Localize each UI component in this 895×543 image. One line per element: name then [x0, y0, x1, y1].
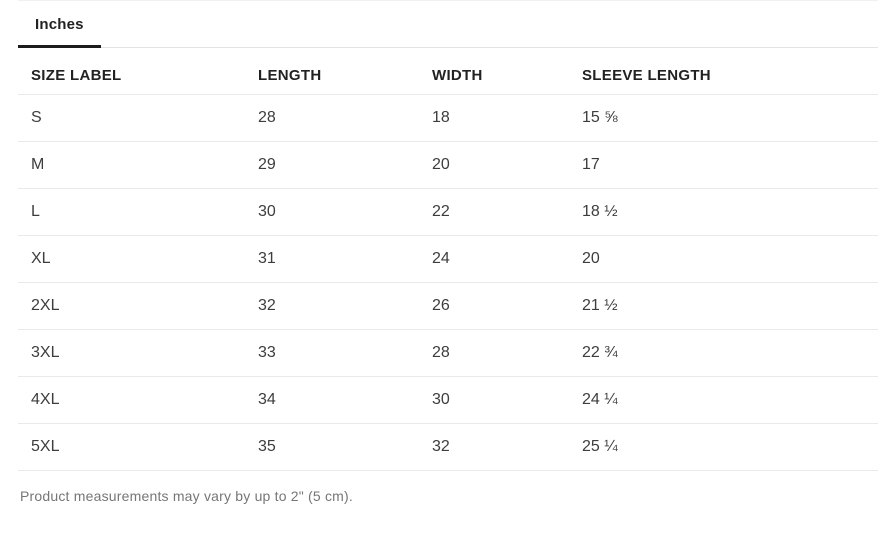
sleeve-length-cell: 18 ½ [569, 188, 878, 236]
table-row: 5XL 35 32 25 ¼ [18, 423, 878, 471]
table-row: L 30 22 18 ½ [18, 188, 878, 236]
size-label-cell: M [18, 141, 245, 189]
size-table-header: SIZE LABEL LENGTH WIDTH SLEEVE LENGTH [18, 48, 878, 95]
size-label-cell: L [18, 188, 245, 236]
length-cell: 28 [245, 94, 419, 142]
length-cell: 32 [245, 282, 419, 330]
sleeve-length-cell: 24 ¼ [569, 376, 878, 424]
size-table-body: S 28 18 15 ⅝ M 29 20 17 L 30 22 18 ½ XL … [18, 94, 878, 471]
size-table: SIZE LABEL LENGTH WIDTH SLEEVE LENGTH S … [18, 48, 878, 471]
sleeve-length-cell: 21 ½ [569, 282, 878, 330]
size-label-cell: 3XL [18, 329, 245, 377]
tab-inches[interactable]: Inches [18, 1, 101, 48]
column-header-size-label: SIZE LABEL [18, 48, 245, 95]
width-cell: 22 [419, 188, 569, 236]
column-header-width: WIDTH [419, 48, 569, 95]
width-cell: 30 [419, 376, 569, 424]
size-label-cell: XL [18, 235, 245, 283]
width-cell: 18 [419, 94, 569, 142]
sleeve-length-cell: 20 [569, 235, 878, 283]
width-cell: 20 [419, 141, 569, 189]
header-row: SIZE LABEL LENGTH WIDTH SLEEVE LENGTH [18, 48, 878, 95]
column-header-length: LENGTH [245, 48, 419, 95]
table-row: XL 31 24 20 [18, 235, 878, 283]
size-label-cell: S [18, 94, 245, 142]
table-row: M 29 20 17 [18, 141, 878, 189]
table-row: 3XL 33 28 22 ¾ [18, 329, 878, 377]
width-cell: 24 [419, 235, 569, 283]
length-cell: 29 [245, 141, 419, 189]
length-cell: 31 [245, 235, 419, 283]
sleeve-length-cell: 15 ⅝ [569, 94, 878, 142]
length-cell: 35 [245, 423, 419, 471]
table-row: 2XL 32 26 21 ½ [18, 282, 878, 330]
size-label-cell: 4XL [18, 376, 245, 424]
sleeve-length-cell: 17 [569, 141, 878, 189]
width-cell: 26 [419, 282, 569, 330]
length-cell: 30 [245, 188, 419, 236]
table-row: S 28 18 15 ⅝ [18, 94, 878, 142]
length-cell: 34 [245, 376, 419, 424]
tab-bar: Inches [18, 0, 878, 48]
measurement-disclaimer: Product measurements may vary by up to 2… [20, 487, 353, 504]
width-cell: 32 [419, 423, 569, 471]
width-cell: 28 [419, 329, 569, 377]
size-label-cell: 5XL [18, 423, 245, 471]
table-row: 4XL 34 30 24 ¼ [18, 376, 878, 424]
sleeve-length-cell: 25 ¼ [569, 423, 878, 471]
sleeve-length-cell: 22 ¾ [569, 329, 878, 377]
tab-inches-label: Inches [35, 15, 84, 33]
size-label-cell: 2XL [18, 282, 245, 330]
length-cell: 33 [245, 329, 419, 377]
column-header-sleeve-length: SLEEVE LENGTH [569, 48, 878, 95]
